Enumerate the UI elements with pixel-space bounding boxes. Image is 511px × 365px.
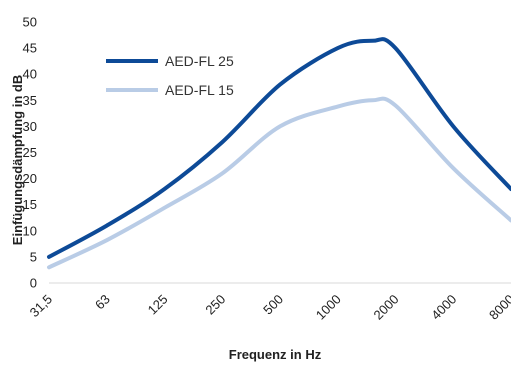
series-lines	[47, 37, 511, 270]
x-tick-label: 4000	[428, 292, 459, 323]
y-axis-title: Einfügungsdämpfung in dB	[10, 75, 25, 245]
x-tick-label: 63	[92, 292, 113, 313]
x-tick-label: 1000	[313, 292, 344, 323]
series-line-1	[47, 96, 511, 270]
y-axis-ticks: 0 5 10 15 20 25 30 35 40 45 50	[23, 15, 37, 291]
y-tick-label: 15	[23, 197, 37, 212]
legend-label: AED-FL 25	[165, 53, 234, 69]
x-tick-label: 500	[260, 292, 286, 318]
y-tick-label: 0	[30, 276, 37, 291]
x-tick-label: 8000	[486, 292, 511, 323]
x-axis-title: Frequenz in Hz	[229, 347, 322, 362]
y-tick-label: 10	[23, 223, 37, 238]
x-axis-ticks: 31,5 63 125 250 500 1000 2000 4000 8000	[27, 292, 511, 323]
x-tick-label: 125	[145, 292, 171, 318]
y-tick-label: 25	[23, 145, 37, 160]
y-tick-label: 50	[23, 15, 37, 30]
y-tick-label: 5	[30, 249, 37, 264]
x-tick-label: 31,5	[27, 292, 56, 321]
y-tick-label: 30	[23, 119, 37, 134]
y-tick-label: 45	[23, 41, 37, 56]
series-line-0	[47, 37, 511, 259]
legend: AED-FL 25 AED-FL 15	[106, 53, 234, 98]
x-tick-label: 250	[202, 292, 228, 318]
legend-label: AED-FL 15	[165, 82, 234, 98]
y-tick-label: 20	[23, 171, 37, 186]
y-tick-label: 35	[23, 93, 37, 108]
x-tick-label: 2000	[371, 292, 402, 323]
y-tick-label: 40	[23, 67, 37, 82]
